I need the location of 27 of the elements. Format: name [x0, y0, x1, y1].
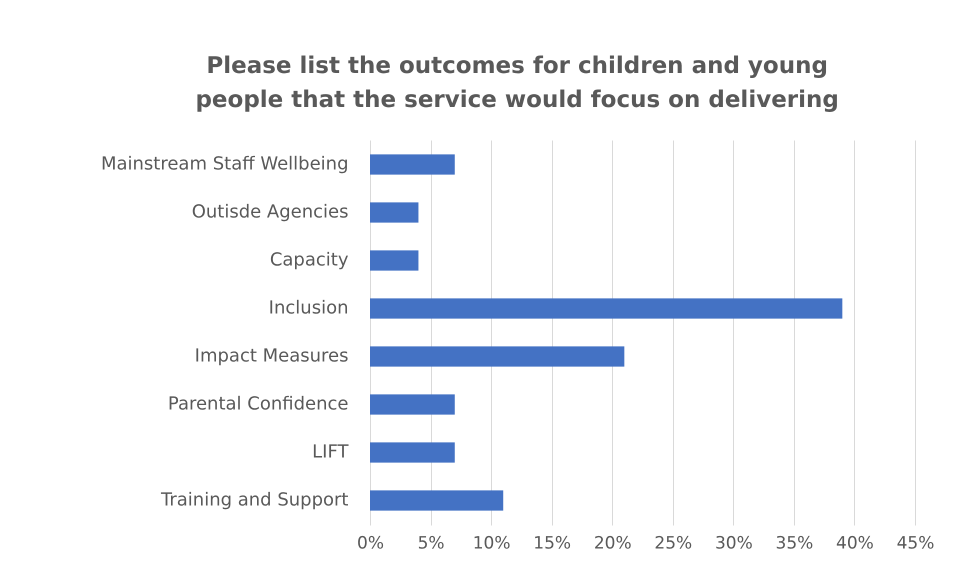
x-tick-label: 20% [594, 534, 632, 554]
x-tick-label: 0% [357, 534, 384, 554]
x-tick-label: 35% [775, 534, 814, 554]
y-tick-label: Training and Support [160, 490, 348, 511]
y-tick-label: Impact Measures [194, 346, 348, 367]
bar [370, 298, 842, 319]
x-tick-label: 30% [714, 534, 753, 554]
bar [370, 490, 504, 511]
x-tick-label: 40% [836, 534, 874, 554]
x-tick-label: 45% [896, 534, 934, 554]
y-tick-label: Outisde Agencies [192, 201, 348, 222]
bar [370, 250, 418, 271]
bar [370, 394, 455, 415]
x-tick-label: 15% [533, 534, 572, 554]
y-tick-label: Capacity [270, 249, 349, 270]
x-tick-label: 25% [654, 534, 692, 554]
y-tick-label: Mainstream Staff Wellbeing [100, 153, 348, 174]
y-tick-label: Parental Confidence [168, 394, 348, 415]
bar [370, 154, 455, 175]
x-tick-label: 10% [472, 534, 511, 554]
bar [370, 346, 624, 367]
y-tick-label: LIFT [312, 442, 350, 463]
chart-title: Please list the outcomes for children and young people that the service would focus on delivering [195, 53, 839, 113]
y-tick-label: Inclusion [268, 297, 348, 318]
bar [370, 442, 455, 463]
x-tick-label: 5% [418, 534, 445, 554]
bar [370, 202, 418, 223]
